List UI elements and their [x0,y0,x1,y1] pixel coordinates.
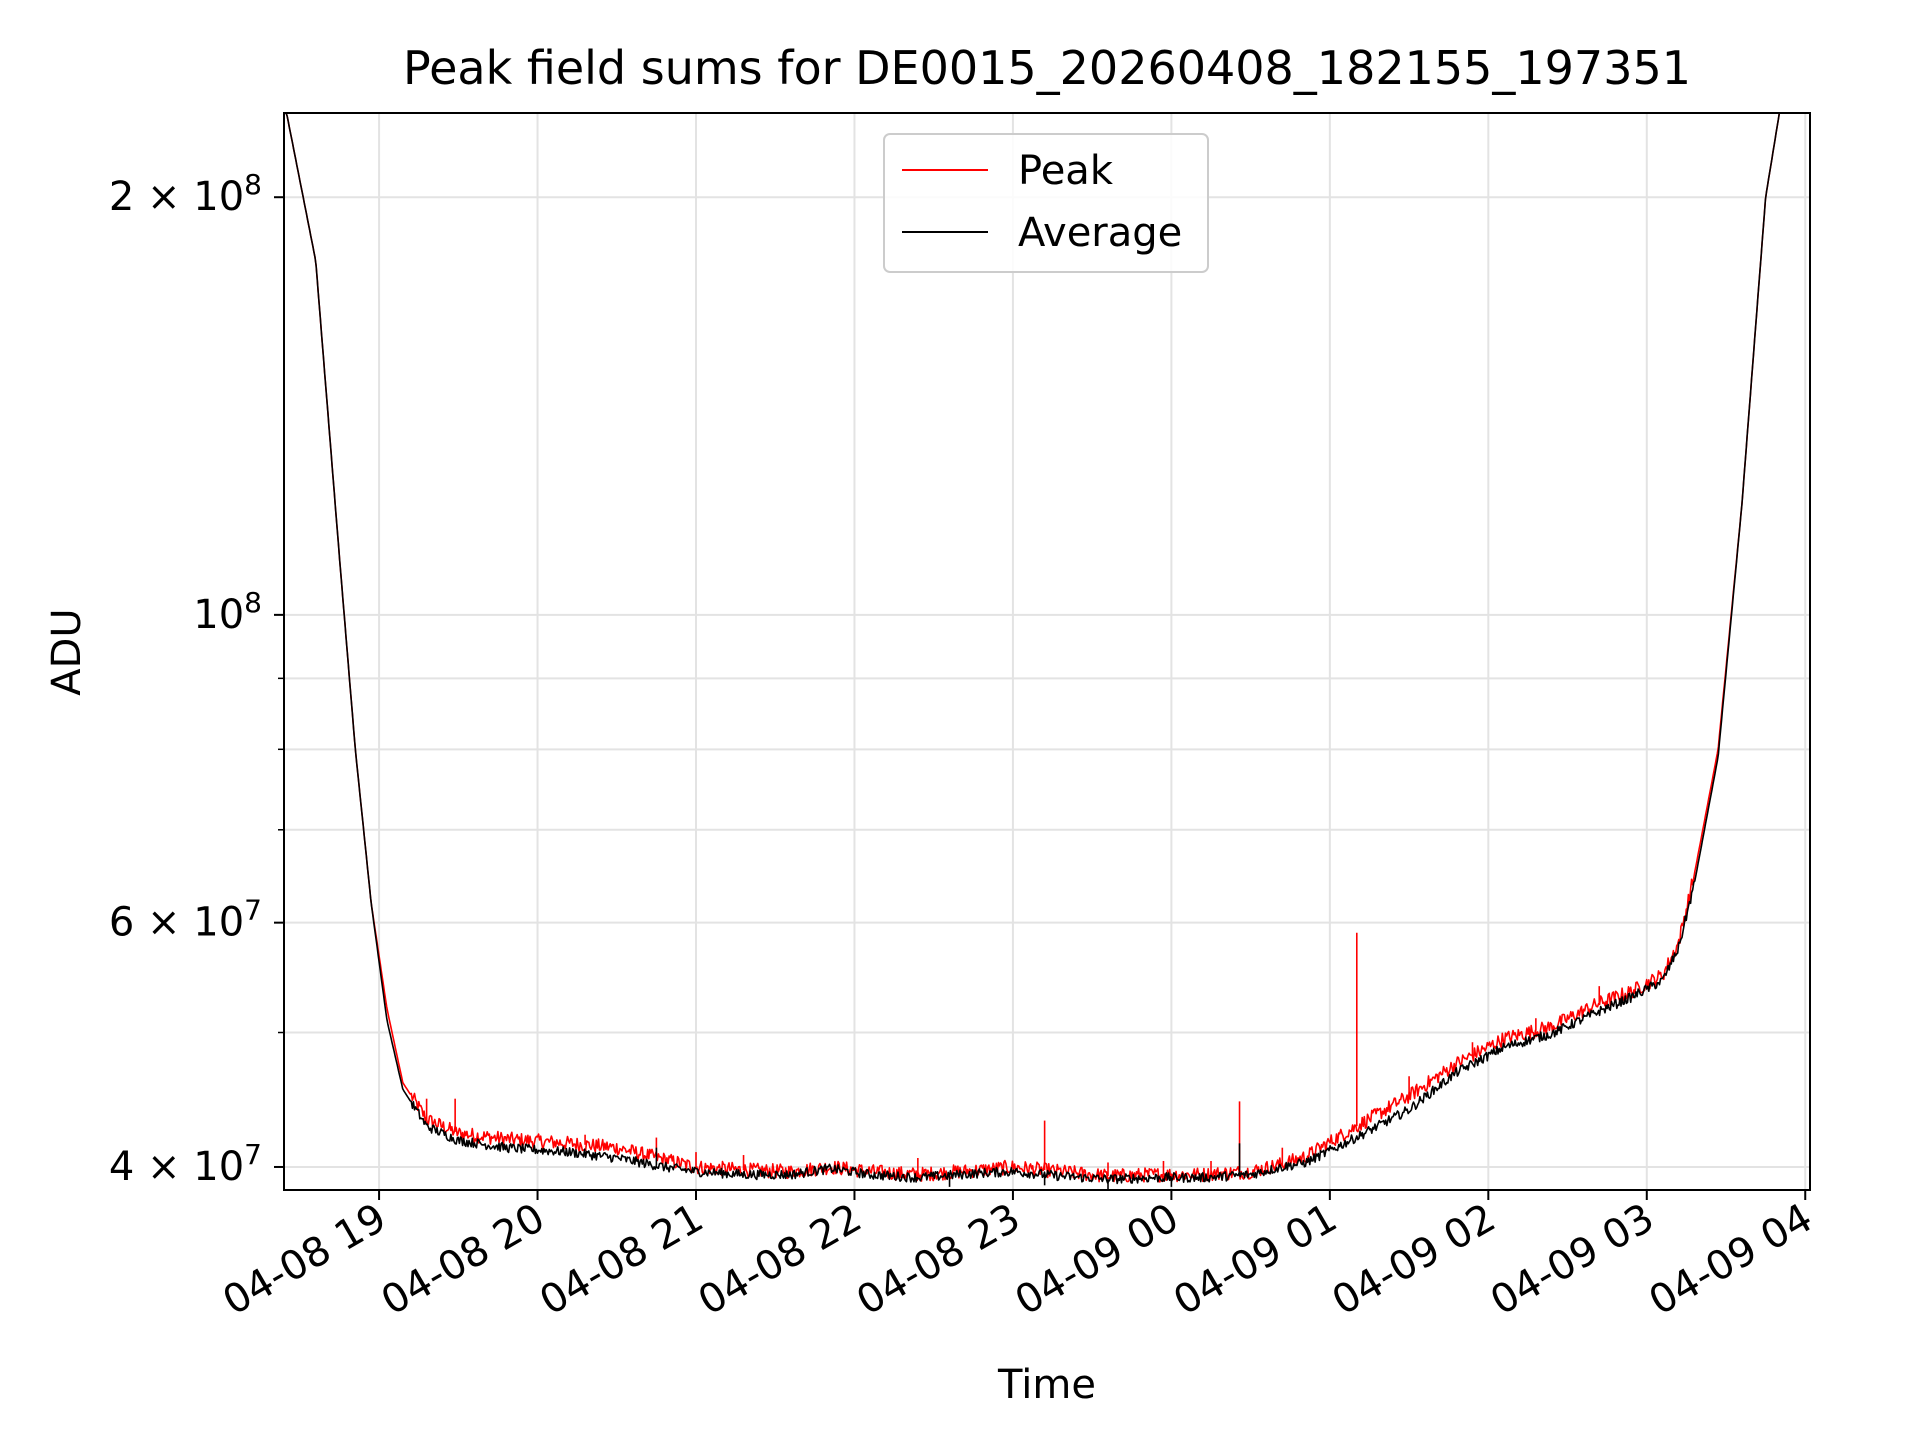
y-tick-label: 108 [193,586,262,638]
y-axis: 4 × 107 6 × 107 108 2 × 108 [109,168,284,1190]
legend-peak-label: Peak [1018,148,1114,194]
series-average [284,113,1782,1190]
chart-title: Peak field sums for DE0015_20260408_1821… [403,41,1691,95]
plot-frame [283,112,1811,1191]
series-layer [284,113,1782,1190]
legend-box [883,133,1209,273]
legend: Peak Average [883,133,1209,273]
y-tick-label: 4 × 107 [109,1138,262,1190]
y-tick-label: 2 × 108 [109,168,262,220]
x-axis-label: Time [997,1362,1096,1408]
y-axis-label: ADU [44,608,90,695]
legend-average-label: Average [1018,210,1182,256]
series-line-average [284,113,1782,1185]
y-tick-label: 6 × 107 [109,894,262,946]
